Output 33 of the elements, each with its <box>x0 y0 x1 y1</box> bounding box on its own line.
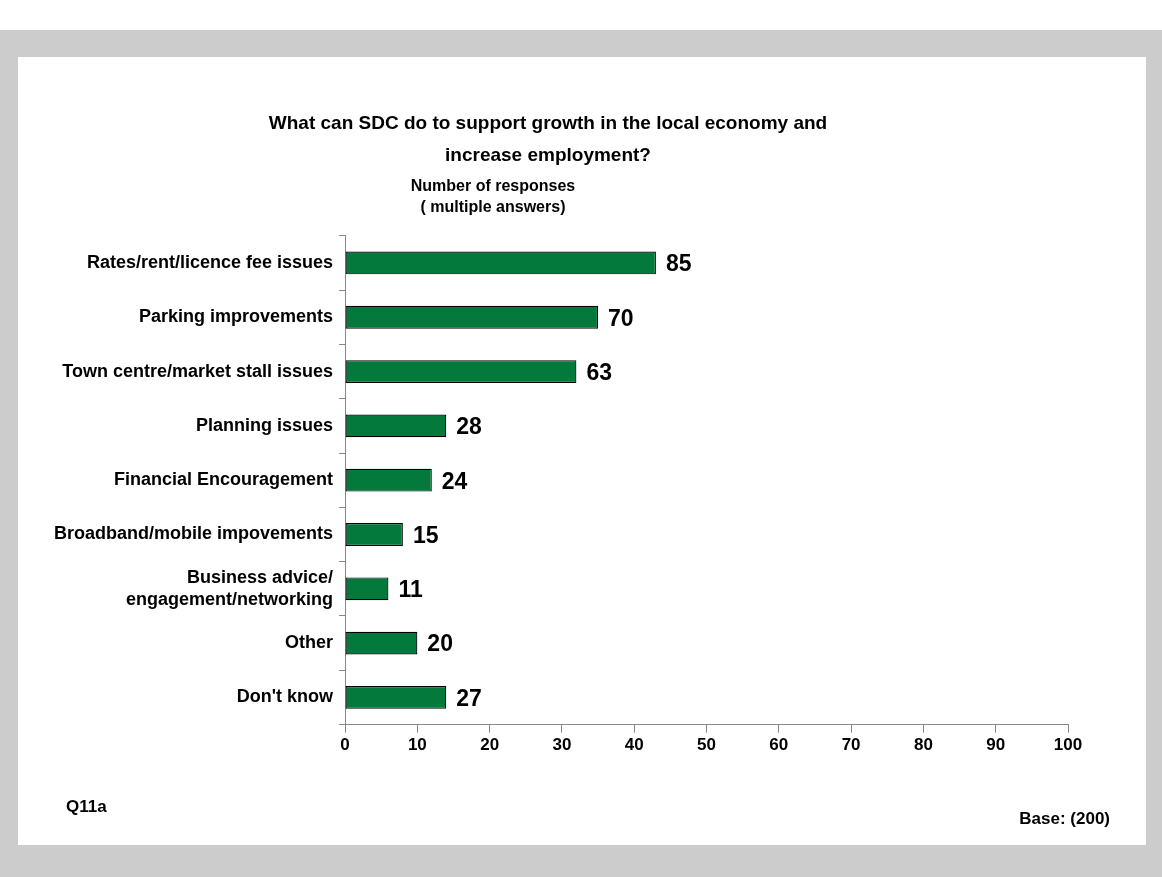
annotation: 20 <box>427 630 453 657</box>
y-tick-label: Financial Encouragement <box>113 469 334 490</box>
annotation: 28 <box>456 413 483 440</box>
x-tick-label: 60 <box>769 735 789 755</box>
y-tick-label: Broadband/mobile impovements <box>54 523 334 544</box>
y-tick-label: Business advice/ engagement/networking <box>126 566 334 609</box>
y-tick-label: Rates/rent/licence fee issues <box>86 251 334 272</box>
x-tick-label: 70 <box>841 735 861 755</box>
x-tick-label: 10 <box>407 735 427 755</box>
y-tick-label: Parking improvements <box>138 306 334 327</box>
annotation: 27 <box>456 684 482 711</box>
x-tick-label: 50 <box>697 735 716 755</box>
x-tick-label: 20 <box>480 735 500 755</box>
text: Q11a <box>66 797 107 817</box>
x-tick-label: 80 <box>913 735 933 755</box>
annotation: 85 <box>665 250 692 277</box>
chart-title: What can SDC do to support growth in the local economy and increase employment? <box>268 111 828 167</box>
y-axis-title: Number of responses ( multiple answers) <box>409 176 577 217</box>
x-tick-label: 30 <box>552 735 572 755</box>
x-tick-label: 90 <box>986 735 1006 755</box>
x-tick-label: 100 <box>1053 735 1083 755</box>
y-tick-label: Town centre/market stall issues <box>62 360 334 381</box>
y-tick-label: Planning issues <box>196 414 334 435</box>
annotation: 24 <box>441 467 468 494</box>
y-tick-label: Don't know <box>236 686 335 707</box>
x-tick-label: 0 <box>340 735 350 755</box>
annotation: 15 <box>412 521 439 548</box>
text: Base: (200) <box>1019 809 1110 829</box>
y-tick-label: Other <box>285 632 334 653</box>
annotation: 11 <box>398 576 423 603</box>
annotation: 70 <box>608 304 634 331</box>
annotation: 63 <box>586 358 612 385</box>
x-tick-label: 40 <box>624 735 644 755</box>
